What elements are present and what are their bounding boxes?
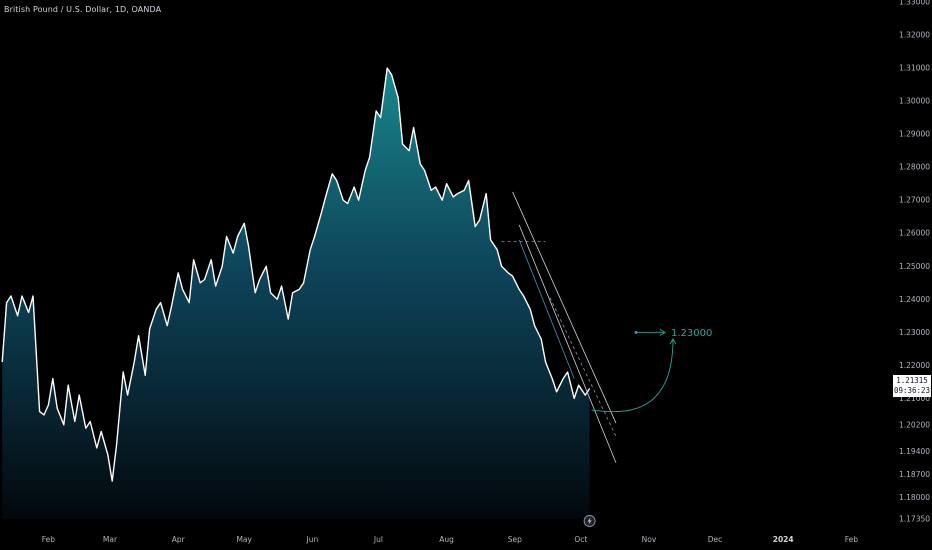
target-arrow-icon — [659, 328, 666, 336]
event-icon-layer — [583, 515, 596, 527]
price-line[interactable] — [1, 67, 591, 482]
target-curve-arrow[interactable] — [591, 338, 674, 413]
y-tick-label: 1.17350 — [899, 515, 930, 524]
y-tick-label: 1.18700 — [899, 470, 930, 479]
x-tick-label: Aug — [439, 535, 454, 544]
projection-dashed-line[interactable] — [549, 297, 617, 437]
time-axis[interactable]: Feb Mar Apr May Jun Jul Aug Sep Oct Nov Dec 2024 Feb — [42, 535, 859, 544]
y-tick-label: 1.25000 — [899, 262, 930, 271]
y-tick-label: 1.32000 — [899, 31, 930, 40]
x-tick-label: Sep — [508, 535, 522, 544]
x-tick-label: Feb — [42, 535, 56, 544]
channel-upper-line[interactable] — [512, 191, 617, 424]
price-line-layer — [1, 67, 591, 482]
projection-solid-line[interactable] — [518, 239, 575, 379]
x-tick-label: 2024 — [773, 535, 794, 544]
y-tick-label: 1.20200 — [899, 420, 930, 429]
drawing-tools-layer: 1.23000 — [501, 191, 712, 463]
target-label[interactable]: 1.23000 — [671, 328, 712, 339]
price-area — [2, 68, 590, 519]
y-tick-label: 1.21000 — [899, 394, 930, 403]
x-tick-label: Oct — [574, 535, 587, 544]
y-tick-label: 1.30000 — [899, 97, 930, 106]
price-area-fill — [2, 68, 590, 519]
y-tick-label: 1.33000 — [899, 0, 930, 7]
symbol-title: British Pound / U.S. Dollar, 1D, OANDA — [4, 5, 162, 14]
price-axis[interactable]: 1.17350 1.18000 1.18700 1.19400 1.20200 1.210… — [899, 0, 930, 524]
last-price-tag: 1.21315 09:36:23 — [893, 375, 931, 397]
channel-lower-line[interactable] — [518, 224, 617, 463]
x-tick-label: Apr — [172, 535, 186, 544]
y-tick-label: 1.31000 — [899, 64, 930, 73]
y-tick-label: 1.29000 — [899, 130, 930, 139]
x-tick-label: Jun — [306, 535, 319, 544]
y-tick-label: 1.18000 — [899, 493, 930, 502]
x-tick-label: Feb — [845, 535, 859, 544]
x-tick-label: Dec — [708, 535, 723, 544]
y-tick-label: 1.23000 — [899, 328, 930, 337]
lightning-icon[interactable] — [583, 515, 596, 527]
y-tick-label: 1.28000 — [899, 163, 930, 172]
y-tick-label: 1.19400 — [899, 447, 930, 456]
x-tick-label: Jul — [373, 535, 383, 544]
arrow-head-icon — [669, 338, 677, 345]
x-tick-label: Mar — [103, 535, 118, 544]
x-tick-label: Nov — [642, 535, 657, 544]
last-price-value: 1.21315 — [896, 376, 928, 385]
y-tick-label: 1.26000 — [899, 229, 930, 238]
y-tick-label: 1.24000 — [899, 295, 930, 304]
bar-countdown: 09:36:23 — [893, 386, 931, 395]
y-tick-label: 1.22000 — [899, 361, 930, 370]
y-tick-label: 1.27000 — [899, 196, 930, 205]
x-tick-label: May — [236, 535, 252, 544]
